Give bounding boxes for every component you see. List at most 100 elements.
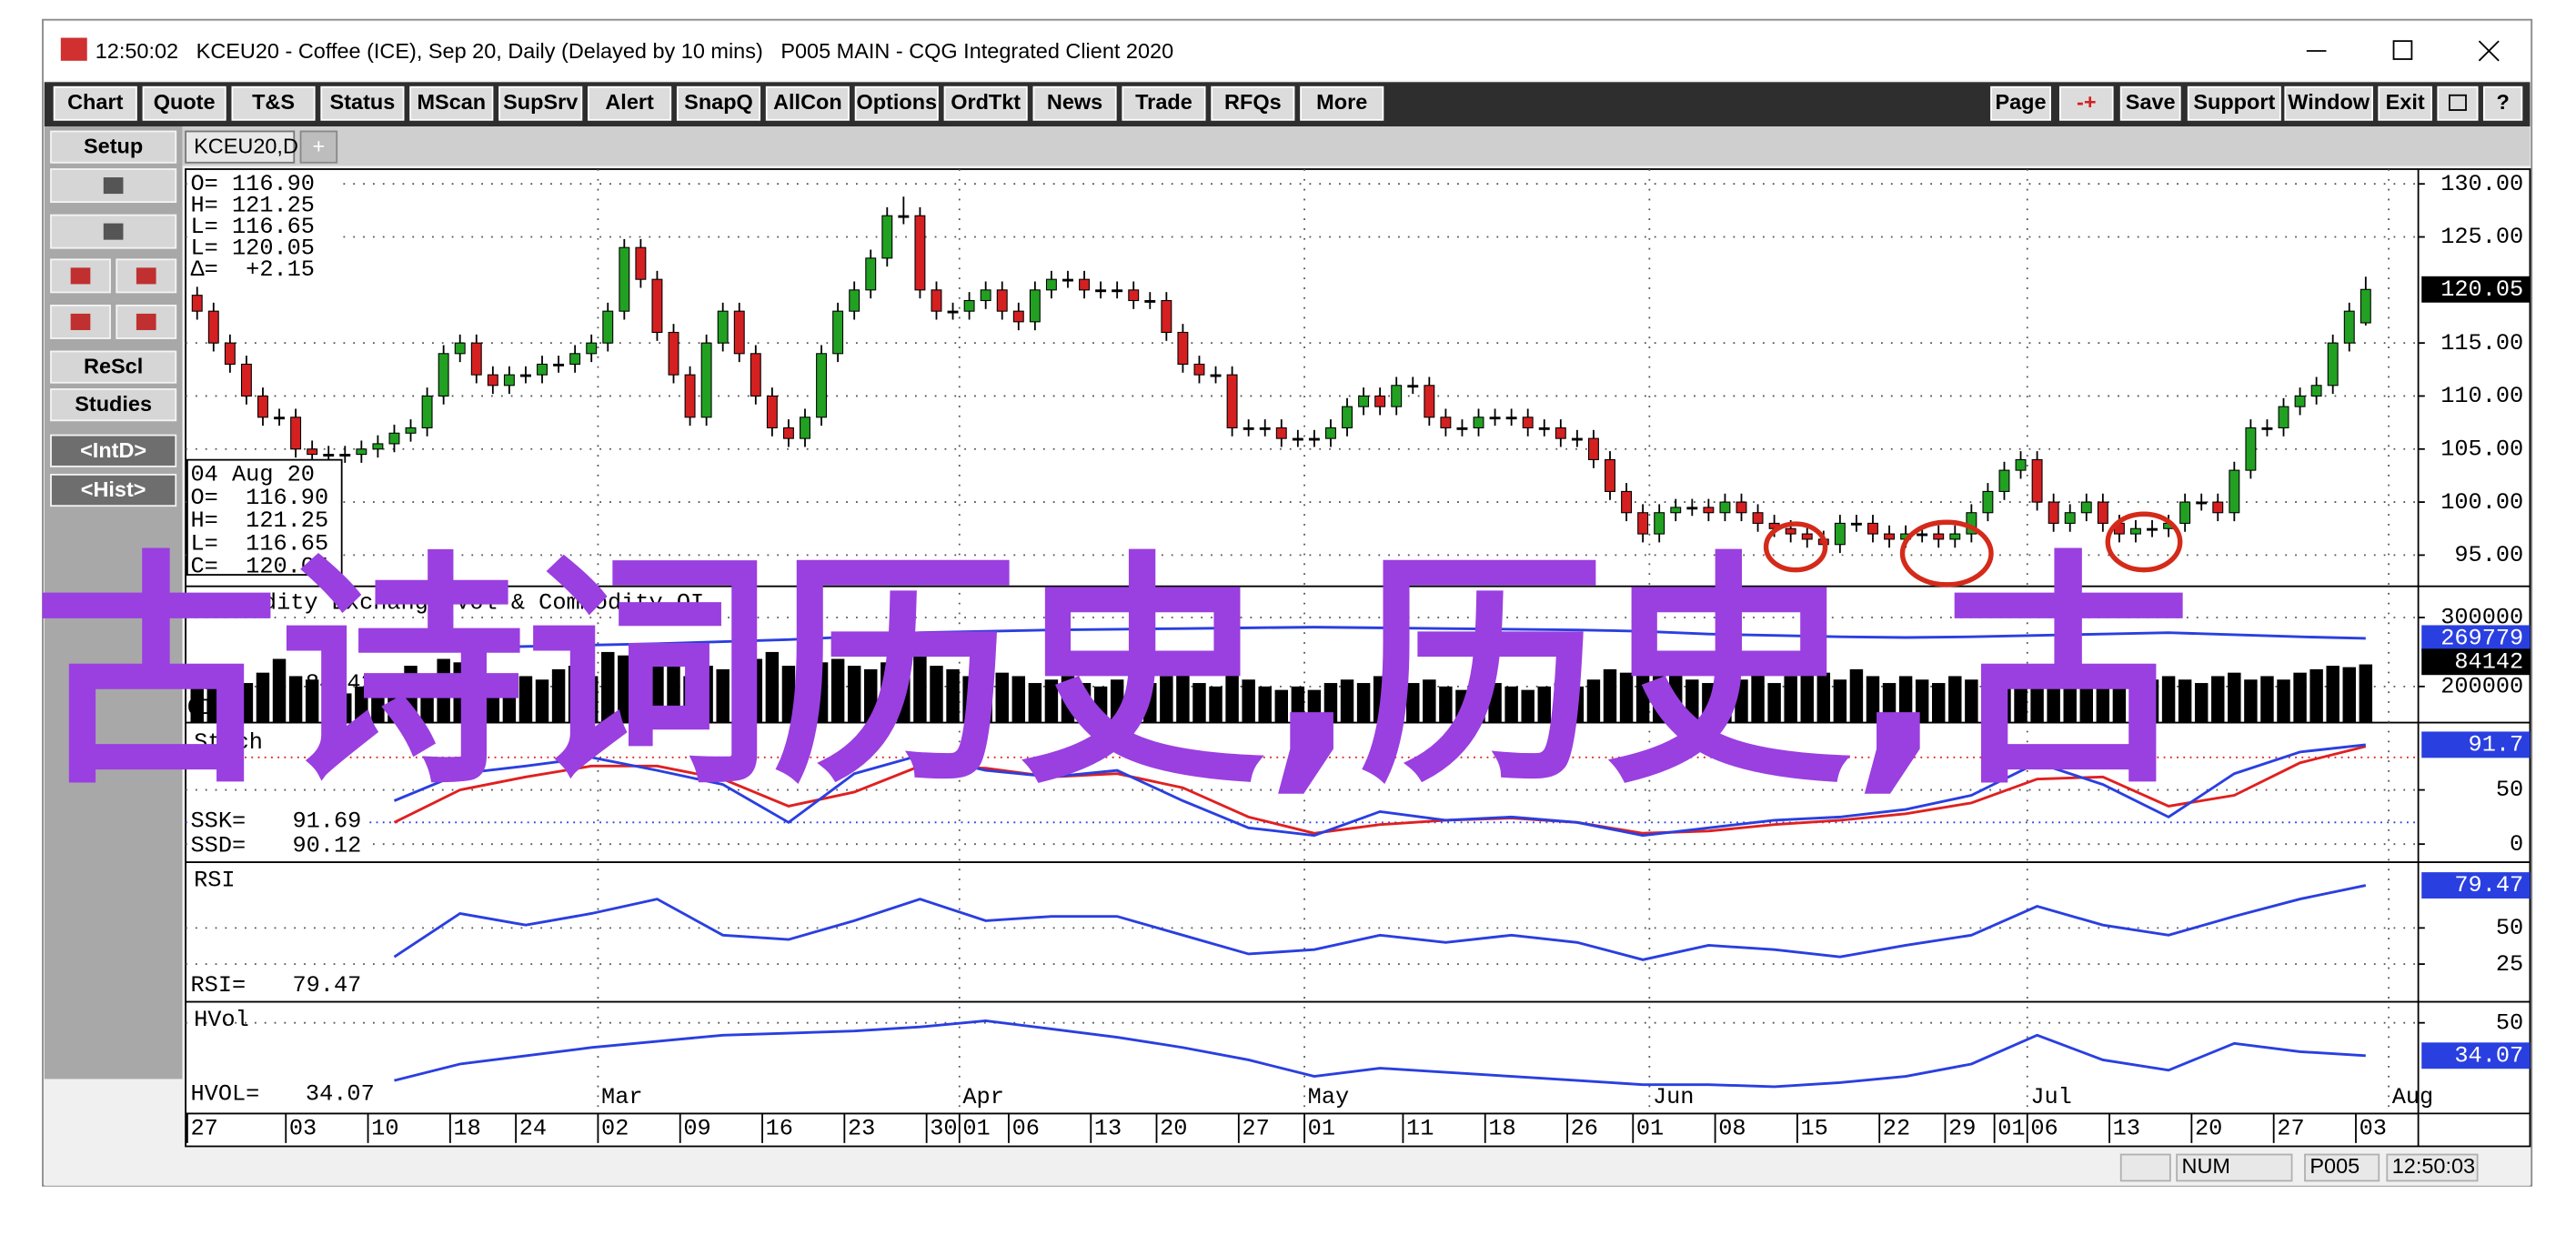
date-label: 13 bbox=[1094, 1115, 1122, 1141]
toolbar-button[interactable] bbox=[2284, 85, 2373, 121]
maximize-button[interactable] bbox=[2392, 40, 2413, 60]
toolbar-button[interactable] bbox=[2378, 85, 2432, 121]
month-label: May bbox=[1308, 1084, 1350, 1110]
y-tick-label: 50 bbox=[2496, 777, 2523, 803]
date-label: 24 bbox=[519, 1115, 547, 1141]
candle-body bbox=[454, 342, 466, 355]
toolbar-button[interactable] bbox=[409, 85, 494, 121]
volume-bar bbox=[1537, 686, 1551, 723]
sidebar-button[interactable] bbox=[50, 388, 177, 422]
cursor-box-text: 04 Aug 20 bbox=[191, 462, 315, 488]
candle-body bbox=[503, 374, 515, 387]
panel-readout bbox=[186, 808, 365, 858]
restore-icon bbox=[2449, 94, 2467, 111]
toolbar-button-label: MScan bbox=[417, 90, 486, 114]
volume-bar bbox=[1225, 666, 1239, 723]
volume-bar bbox=[1488, 683, 1502, 723]
volume-bar bbox=[1061, 676, 1075, 723]
tab[interactable] bbox=[185, 130, 296, 164]
window-title: 12:50:02 KCEU20 - Coffee (ICE), Sep 20, … bbox=[96, 39, 1173, 63]
candle-body bbox=[750, 353, 761, 397]
panel-readout bbox=[186, 972, 365, 999]
volume-bar bbox=[1307, 689, 1322, 723]
axis-value-label: 120.05 bbox=[2440, 276, 2523, 303]
volume-bar bbox=[1735, 679, 1748, 723]
candle-body bbox=[2310, 385, 2322, 397]
volume-bar bbox=[355, 686, 368, 723]
date-label: 16 bbox=[766, 1115, 793, 1141]
panel-label: SSK= bbox=[191, 808, 247, 835]
candle-body bbox=[2048, 501, 2059, 524]
restore-button[interactable] bbox=[2437, 85, 2479, 121]
toolbar-button[interactable] bbox=[142, 85, 226, 121]
volume-bar bbox=[1242, 679, 1255, 723]
volume-bar bbox=[897, 658, 911, 723]
toolbar-button[interactable] bbox=[1300, 85, 1384, 121]
candle-body bbox=[1112, 289, 1123, 293]
toolbar-button[interactable] bbox=[2482, 85, 2523, 121]
sidebar-button[interactable] bbox=[50, 350, 177, 384]
open-interest-line bbox=[394, 626, 2366, 650]
volume-bar bbox=[1011, 676, 1026, 723]
sidebar-button[interactable] bbox=[50, 473, 177, 507]
sidebar-icon bbox=[103, 177, 124, 195]
toolbar-button[interactable] bbox=[2187, 85, 2281, 121]
toolbar-button-label: Status bbox=[330, 90, 396, 114]
toolbar-button-label: Trade bbox=[1135, 90, 1192, 114]
toolbar-button[interactable] bbox=[498, 85, 583, 121]
candle-body bbox=[1538, 427, 1550, 430]
toolbar-button[interactable] bbox=[943, 85, 1028, 121]
month-label: Mar bbox=[601, 1084, 643, 1110]
volume-bar bbox=[1932, 683, 1946, 723]
volume-bar bbox=[1652, 676, 1666, 723]
volume-bar bbox=[634, 658, 648, 723]
add-tab-button[interactable] bbox=[299, 130, 338, 164]
candle-body bbox=[1473, 417, 1484, 428]
toolbar-button[interactable] bbox=[1032, 85, 1117, 121]
status-field bbox=[2386, 1153, 2479, 1182]
candle-body bbox=[1374, 395, 1386, 407]
toolbar-button[interactable] bbox=[320, 85, 405, 121]
toolbar-button[interactable] bbox=[1211, 85, 1295, 121]
volume-bar bbox=[716, 668, 730, 723]
candle-body bbox=[733, 310, 745, 355]
volume-bar bbox=[1570, 686, 1585, 723]
sidebar-icon-button[interactable] bbox=[50, 168, 177, 204]
volume-bar bbox=[1882, 683, 1897, 723]
toolbar-button[interactable] bbox=[2058, 85, 2114, 121]
toolbar-button[interactable] bbox=[1122, 85, 1206, 121]
toolbar-button[interactable] bbox=[588, 85, 672, 121]
volume-bar bbox=[305, 679, 319, 723]
toolbar-button[interactable] bbox=[231, 85, 316, 121]
volume-bar bbox=[1192, 683, 1206, 723]
toolbar-button[interactable] bbox=[765, 85, 850, 121]
watermark: 古诗词历史,历史,古 bbox=[33, 530, 2191, 817]
toolbar-button[interactable] bbox=[2119, 85, 2181, 121]
toolbar-button[interactable] bbox=[53, 85, 137, 121]
panel-label: OI bbox=[187, 695, 215, 721]
toolbar-button-label: T&S bbox=[252, 90, 295, 114]
candle-body bbox=[1785, 527, 1796, 535]
candle-body bbox=[1555, 427, 1566, 439]
candle-body bbox=[1801, 533, 1813, 540]
volume-bar bbox=[1093, 686, 1108, 723]
toolbar-button[interactable] bbox=[1990, 85, 2051, 121]
candle-body bbox=[651, 278, 663, 334]
y-tick-label: 110.00 bbox=[2440, 383, 2523, 409]
candle-body bbox=[1456, 427, 1468, 430]
panel-label: RSI= bbox=[191, 972, 247, 999]
sidebar-button[interactable] bbox=[50, 130, 177, 164]
y-tick-label: 50 bbox=[2496, 1009, 2523, 1036]
candle-body bbox=[1275, 427, 1287, 439]
toolbar-button[interactable] bbox=[676, 85, 761, 121]
volume-bar bbox=[2063, 679, 2077, 723]
candle-body bbox=[323, 454, 335, 457]
cursor-box bbox=[186, 458, 343, 576]
close-button[interactable] bbox=[2478, 40, 2500, 62]
sidebar-button[interactable] bbox=[50, 434, 177, 467]
panel-title: RSI bbox=[194, 868, 236, 894]
hvol-line bbox=[394, 1019, 2366, 1089]
ohlc-legend-text: H= 121.25 bbox=[191, 192, 315, 218]
toolbar-button[interactable] bbox=[854, 85, 939, 121]
